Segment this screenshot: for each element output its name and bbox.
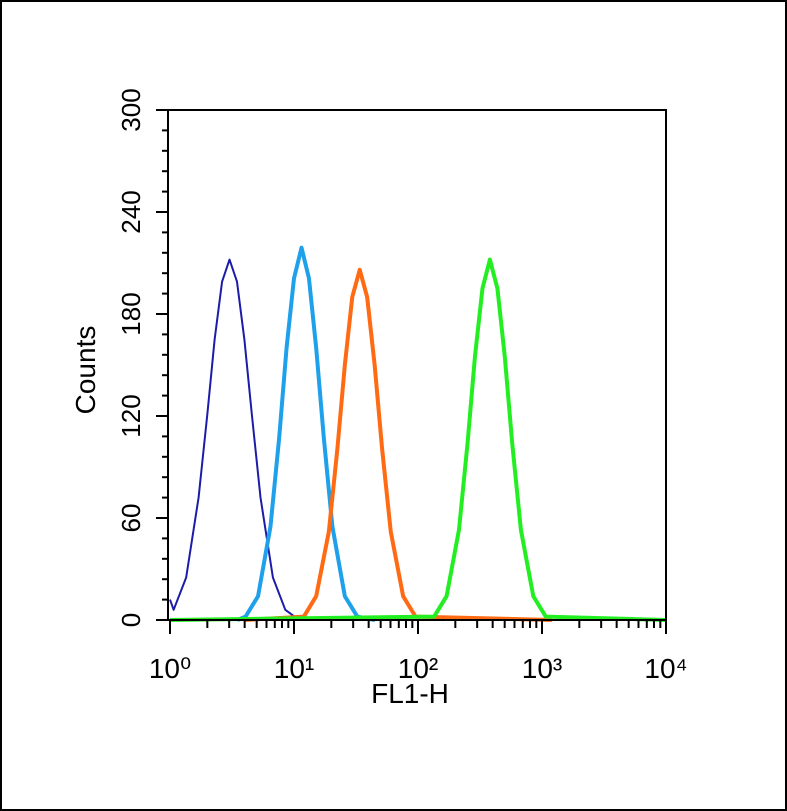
y-tick-label: 60 xyxy=(116,504,146,533)
x-tick-label: 10¹ xyxy=(274,653,314,684)
y-tick-label: 240 xyxy=(116,190,146,233)
x-axis-label: FL1-H xyxy=(371,678,449,709)
y-tick-label: 120 xyxy=(116,394,146,437)
histogram-line xyxy=(169,258,300,621)
x-tick-label: 10³ xyxy=(522,653,562,684)
y-axis-label: Counts xyxy=(70,326,101,415)
x-tick-label: 10⁴ xyxy=(644,653,687,684)
x-tick-label: 10² xyxy=(398,653,438,684)
histogram-line xyxy=(169,257,667,622)
y-tick-label: 180 xyxy=(116,292,146,335)
y-tick-label: 0 xyxy=(116,613,146,627)
y-tick-label: 300 xyxy=(116,88,146,131)
histogram-line xyxy=(236,245,376,622)
x-tick-label: 10⁰ xyxy=(149,653,191,684)
histogram-line xyxy=(244,267,552,622)
